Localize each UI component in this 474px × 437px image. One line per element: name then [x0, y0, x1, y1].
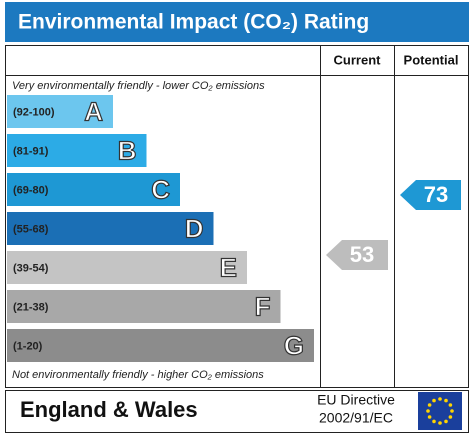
- current-header: Current: [334, 52, 382, 67]
- eu-star: [426, 409, 430, 413]
- title-bar: [5, 2, 469, 42]
- frame: [5, 45, 469, 388]
- current-arrow: [326, 240, 388, 270]
- eu-star: [432, 419, 436, 424]
- top-note: Very environmentally friendly - lower CO…: [12, 80, 265, 92]
- eu-star: [448, 403, 453, 407]
- band-letter: B: [118, 135, 137, 165]
- potential-header: Potential: [404, 52, 459, 67]
- band-letter: A: [84, 96, 103, 126]
- current-value: 53: [350, 242, 374, 267]
- band-letter: G: [284, 330, 304, 360]
- band-range: (55-68): [13, 223, 49, 235]
- eu-star: [444, 419, 448, 424]
- band-letter: F: [255, 291, 271, 321]
- eu-star: [438, 397, 442, 401]
- eu-star: [438, 421, 442, 425]
- band-letter: E: [220, 252, 237, 282]
- region: England & Wales: [20, 397, 198, 422]
- eu-star: [444, 398, 448, 403]
- band-bar: [7, 251, 247, 284]
- band-range: (81-91): [13, 145, 49, 157]
- band-range: (92-100): [13, 106, 55, 118]
- footer-frame: [5, 390, 469, 433]
- band-bar: [7, 212, 214, 245]
- eu-star: [427, 403, 432, 407]
- band-range: (69-80): [13, 184, 49, 196]
- potential-arrow: [400, 180, 461, 210]
- bands: (92-100) A (81-91) B (69-80) C (55-68) D (39-54)…: [7, 95, 314, 362]
- eu-star: [450, 409, 454, 413]
- band-range: (1-20): [13, 340, 43, 352]
- directive-line2: 2002/91/EC: [319, 410, 393, 426]
- band-bar: [7, 329, 314, 362]
- band-bar: [7, 290, 281, 323]
- band-bar: [7, 134, 147, 167]
- band-range: (39-54): [13, 262, 49, 274]
- eu-star: [432, 398, 436, 403]
- eu-star: [448, 415, 453, 419]
- band-letter: D: [185, 213, 204, 243]
- band-bar: [7, 95, 113, 128]
- band-bar: [7, 173, 180, 206]
- eu-stars: [426, 397, 454, 425]
- directive-line1: EU Directive: [317, 392, 395, 408]
- potential-value: 73: [424, 182, 448, 207]
- band-range: (21-38): [13, 301, 49, 313]
- band-letter: C: [151, 174, 170, 204]
- bottom-note: Not environmentally friendly - higher CO…: [12, 369, 264, 381]
- title: Environmental Impact (CO₂) Rating: [18, 11, 369, 34]
- eu-star: [427, 415, 432, 419]
